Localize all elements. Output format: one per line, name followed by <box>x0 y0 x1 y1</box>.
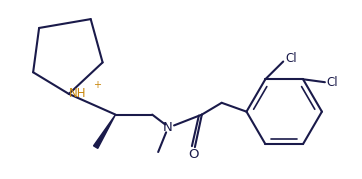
Text: +: + <box>93 80 101 90</box>
Text: Cl: Cl <box>327 76 338 89</box>
Text: Cl: Cl <box>285 52 297 65</box>
Text: N: N <box>163 121 173 134</box>
Text: NH: NH <box>69 87 87 100</box>
Polygon shape <box>93 115 115 148</box>
Text: O: O <box>189 148 199 161</box>
